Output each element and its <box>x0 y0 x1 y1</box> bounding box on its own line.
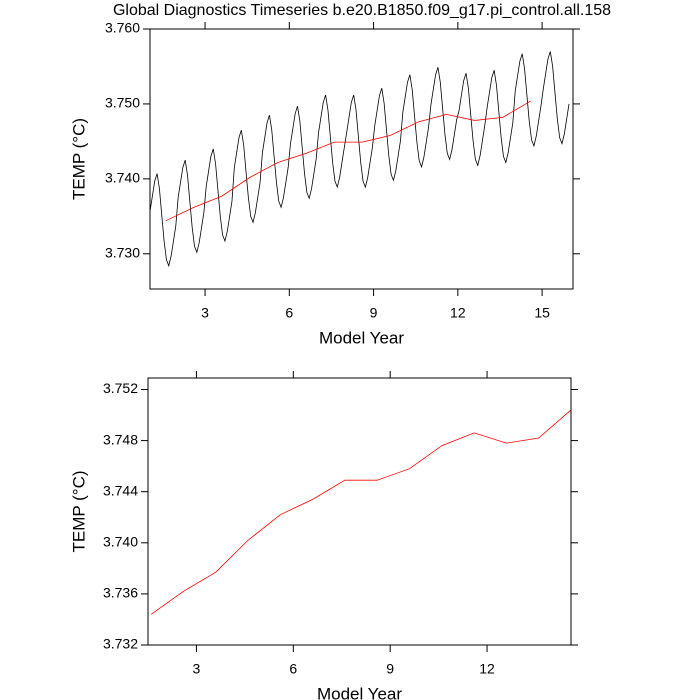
x-axis-label: Model Year <box>319 328 404 347</box>
data-line <box>150 409 572 615</box>
plot-frame <box>149 28 574 290</box>
y-tick-label: 3.744 <box>103 482 138 498</box>
x-tick-label: 6 <box>285 305 293 321</box>
chart-title: Global Diagnostics Timeseries b.e20.B185… <box>113 2 611 19</box>
x-tick-label: 9 <box>386 661 394 677</box>
y-tick-label: 3.730 <box>105 244 140 260</box>
x-tick-label: 9 <box>370 305 378 321</box>
x-tick-label: 3 <box>193 661 201 677</box>
y-tick-label: 3.760 <box>105 20 140 36</box>
y-tick-label: 3.732 <box>103 636 138 652</box>
x-tick-label: 12 <box>479 661 495 677</box>
y-tick-label: 3.750 <box>105 95 140 111</box>
y-tick-label: 3.740 <box>103 534 138 550</box>
data-line <box>149 51 570 268</box>
x-tick-label: 15 <box>534 305 550 321</box>
x-tick-label: 3 <box>201 305 209 321</box>
y-axis-label: TEMP (°C) <box>69 118 88 200</box>
y-tick-label: 3.752 <box>103 380 138 396</box>
plot-frame <box>147 377 572 646</box>
x-axis-label: Model Year <box>317 684 402 700</box>
y-tick-label: 3.748 <box>103 431 138 447</box>
y-axis-label: TEMP (°C) <box>69 470 88 552</box>
y-tick-label: 3.736 <box>103 585 138 601</box>
data-line <box>165 100 532 222</box>
x-tick-label: 12 <box>450 305 466 321</box>
x-tick-label: 6 <box>289 661 297 677</box>
y-tick-label: 3.740 <box>105 170 140 186</box>
